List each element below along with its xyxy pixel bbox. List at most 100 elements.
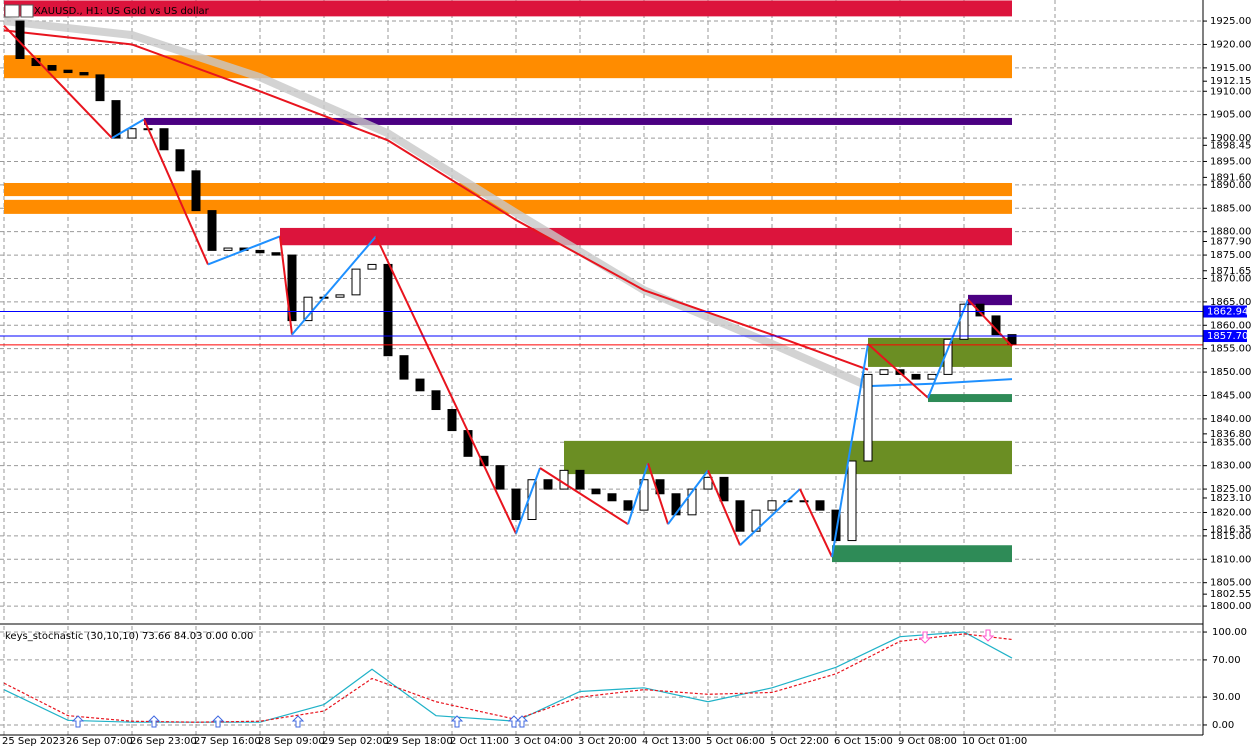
menu-icon[interactable]: [4, 4, 20, 18]
x-tick-label: 5 Oct 22:00: [770, 736, 829, 747]
y-tick-label: 1810.00: [1210, 554, 1251, 565]
x-tick-label: 5 Oct 06:00: [706, 736, 765, 747]
buy-arrow: [291, 715, 305, 728]
candle: [127, 128, 137, 139]
y-tick-label: 1840.00: [1210, 414, 1251, 425]
x-tick-label: 3 Oct 20:00: [578, 736, 637, 747]
x-tick-label: 26 Sep 07:00: [66, 736, 133, 747]
candle: [335, 294, 345, 298]
zigzag-segment: [739, 488, 801, 546]
x-tick-label: 26 Sep 23:00: [130, 736, 197, 747]
y-tick-label: 1898.45: [1210, 140, 1251, 151]
zone: [144, 117, 1012, 125]
x-tick-label: 28 Sep 09:00: [258, 736, 325, 747]
price-label-box: [1203, 305, 1247, 318]
zigzag-segment: [799, 488, 833, 558]
x-tick-label: 9 Oct 08:00: [898, 736, 957, 747]
candle: [431, 390, 441, 411]
y-tick-label: 1871.65: [1210, 266, 1251, 277]
y-tick-label: 1915.00: [1210, 63, 1251, 74]
moving-average: [867, 378, 1013, 388]
y-tick-label: 1820.00: [1210, 507, 1251, 518]
y-tick-label: 1805.00: [1210, 578, 1251, 589]
x-tick-label: 4 Oct 13:00: [642, 736, 701, 747]
y-tick-label: 1823.10: [1210, 493, 1251, 504]
y-tick-label: 100.00: [1212, 627, 1247, 638]
candle: [687, 488, 697, 516]
zone: [868, 337, 1012, 367]
buy-arrow: [71, 715, 85, 728]
buy-arrow: [515, 715, 529, 728]
candle: [863, 373, 873, 462]
x-tick-label: 29 Sep 18:00: [386, 736, 453, 747]
candle: [607, 493, 617, 502]
y-tick-label: 1890.00: [1210, 180, 1251, 191]
candle: [543, 479, 553, 490]
y-tick-label: 1905.00: [1210, 110, 1251, 121]
y-tick-label: 1877.90: [1210, 236, 1251, 247]
zone: [968, 294, 1012, 306]
candle: [511, 488, 521, 521]
zigzag-segment: [707, 469, 741, 546]
candle: [415, 378, 425, 392]
y-tick-label: 1836.80: [1210, 429, 1251, 440]
candle: [111, 100, 121, 139]
zigzag-segment: [627, 463, 649, 525]
candle: [191, 170, 201, 212]
x-tick-label: 3 Oct 04:00: [514, 736, 573, 747]
zigzag-segment: [291, 235, 377, 336]
candle: [255, 249, 265, 254]
zigzag-segment: [831, 343, 869, 558]
zigzag-segment: [207, 235, 281, 266]
candle: [735, 500, 745, 532]
sell-arrow: [918, 631, 932, 644]
symbol-icon[interactable]: [20, 4, 34, 18]
candle: [671, 493, 681, 516]
y-tick-label: 1910.00: [1210, 86, 1251, 97]
candle: [63, 69, 73, 74]
y-tick-label: 1835.00: [1210, 437, 1251, 448]
y-tick-label: 1875.00: [1210, 250, 1251, 261]
x-tick-label: 10 Oct 01:00: [962, 736, 1027, 747]
buy-arrow: [147, 715, 161, 728]
zigzag-segment: [515, 467, 541, 534]
y-tick-label: 1895.00: [1210, 156, 1251, 167]
candle: [159, 128, 169, 151]
candle: [447, 409, 457, 432]
candle: [287, 254, 297, 322]
candle: [47, 65, 57, 71]
y-tick-label: 1870.00: [1210, 273, 1251, 284]
zone: [564, 440, 1012, 475]
zigzag-segment: [3, 25, 113, 139]
zigzag-segment: [647, 463, 669, 525]
candle: [223, 247, 233, 251]
x-tick-label: 29 Sep 02:00: [322, 736, 389, 747]
y-tick-label: 0.00: [1212, 720, 1234, 731]
zone: [280, 227, 1012, 246]
candle: [799, 500, 809, 503]
candle: [175, 149, 185, 172]
signal-arrows: [918, 629, 995, 644]
candle: [271, 252, 281, 256]
candle: [1007, 334, 1017, 345]
y-tick-label: 1885.00: [1210, 203, 1251, 214]
zigzag-segment: [375, 235, 517, 534]
zigzag-segment: [539, 467, 629, 526]
candle: [367, 263, 377, 270]
y-tick-label: 1912.15: [1210, 76, 1251, 87]
y-tick-label: 1850.00: [1210, 367, 1251, 378]
zone: [928, 394, 1012, 403]
x-tick-label: 2 Oct 11:00: [450, 736, 509, 747]
zone: [4, 182, 1012, 197]
y-tick-label: 1920.00: [1210, 39, 1251, 50]
zone: [4, 0, 1012, 17]
candle: [207, 210, 217, 251]
zigzag-segment: [967, 298, 1013, 348]
moving-average: [3, 17, 870, 390]
candle: [703, 476, 713, 490]
price-label: 1857.70: [1207, 331, 1248, 342]
moving-average: [3, 29, 869, 371]
candle: [623, 500, 633, 511]
